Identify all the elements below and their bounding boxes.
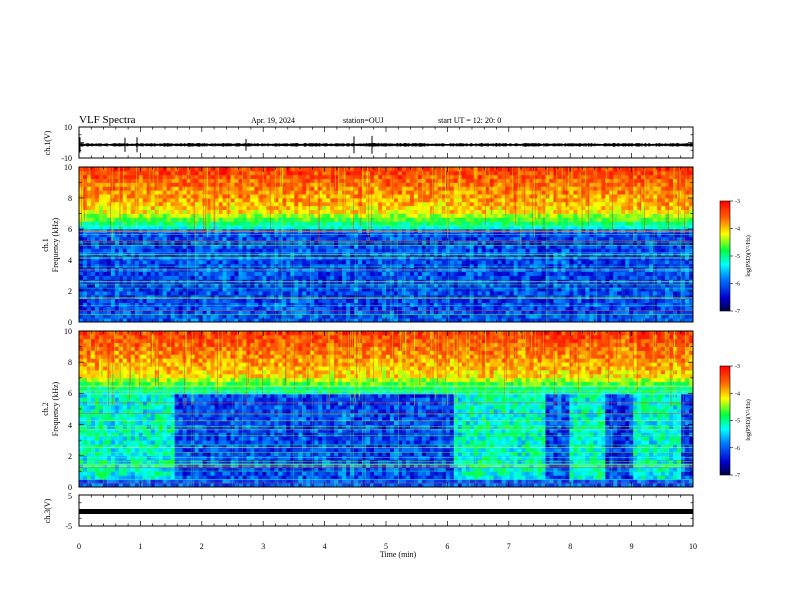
ch2-spectrogram-ylabel-ch: ch.2 [41,402,50,416]
start-time-label: start UT = 12: 20: 0 [438,116,501,125]
ch3-waveform-trace [79,509,693,514]
ch1-colorbar-gradient [719,200,731,312]
ch2-colorbar-ticks: -3 -4 -5 -6 -7 [730,364,740,479]
ch1-ylabel: ch.1(V) [43,130,52,155]
ch1-colorbar-label: log(PSD)(V²/Hz) [745,235,752,276]
time-tick-label: 1 [138,542,142,551]
ch3-waveform-panel: 5 -5 ch.3(V) 0 1 2 3 4 5 6 7 8 9 10 Time (min) [43,492,697,559]
time-tick-label: 0 [77,542,81,551]
ch1-freq-tick-10: 10 [64,163,72,172]
ch2-spectrogram-ticks [78,330,694,488]
ch3-waveform-ticks [78,494,694,527]
colorbar-tick-label: -3 [735,364,740,370]
ch1-spectrogram-panel: 10 8 6 4 2 0 ch.1 Frequency (kHz) [41,163,694,327]
time-tick-label: 6 [445,542,449,551]
time-tick-label: 8 [568,542,572,551]
figure-title: VLF Spectra [79,114,136,126]
ch3-ylabel: ch.3(V) [43,498,52,523]
ch1-waveform-line [78,135,694,154]
ch1-waveform-panel: 10 -10 ch.1(V) [43,123,694,163]
ch1-spectrogram-ticks [78,166,694,323]
ch1-spectrogram-yticklabels: 10 8 6 4 2 0 [64,163,72,327]
time-axis-label: Time (min) [380,550,417,559]
ch1-spectrogram-ylabel-freq: Frequency (kHz) [51,217,60,272]
ch2-freq-tick-2: 2 [68,452,72,461]
time-tick-label: 4 [323,542,327,551]
ch3-ytick-bottom: -5 [65,522,72,531]
ch2-freq-tick-8: 8 [68,358,72,367]
ch1-waveform-frame [78,126,694,159]
ch1-waveform-trace [78,135,694,154]
ch3-ytick-top: 5 [68,492,72,501]
colorbar-tick-label: -5 [735,419,740,425]
date-label: Apr. 19, 2024 [251,116,295,125]
ch2-freq-tick-0: 0 [68,483,72,492]
time-tick-label: 10 [689,542,697,551]
ch1-freq-tick-0: 0 [68,318,72,327]
ch1-freq-tick-8: 8 [68,194,72,203]
time-tick-label: 5 [384,542,388,551]
ch1-colorbar: -3 -4 -5 -6 -7 log(PSD)(V²/Hz) [719,199,752,315]
colorbar-tick-label: -3 [735,199,740,205]
ch2-freq-tick-6: 6 [68,389,72,398]
ch2-spectrogram-image [79,331,693,487]
colorbar-tick-label: -7 [735,473,740,479]
station-label: station=OUJ [343,116,384,125]
ch2-colorbar-gradient [719,365,731,476]
ch1-ytick-top: 10 [64,123,72,132]
ch2-colorbar-label: log(PSD)(V²/Hz) [745,399,752,440]
time-tick-label: 7 [507,542,511,551]
ch1-freq-tick-6: 6 [68,225,72,234]
colorbar-tick-label: -6 [735,446,740,452]
ch1-ytick-bottom: -10 [61,154,72,163]
ch1-spectrogram-ylabel-ch: ch.1 [41,238,50,252]
time-tick-label: 9 [630,542,634,551]
ch1-spectrogram-image [79,167,693,322]
ch1-freq-tick-2: 2 [68,287,72,296]
time-tick-label: 2 [200,542,204,551]
ch2-spectrogram-panel: 10 8 6 4 2 0 ch.2 Frequency (kHz) [41,327,694,492]
colorbar-tick-label: -6 [735,282,740,288]
ch2-freq-tick-10: 10 [64,327,72,336]
ch2-freq-tick-4: 4 [68,421,72,430]
ch1-freq-tick-4: 4 [68,256,72,265]
ch2-spectrogram-ylabel-freq: Frequency (kHz) [51,381,60,436]
ch2-colorbar: -3 -4 -5 -6 -7 log(PSD)(V²/Hz) [719,364,752,479]
time-tick-label: 3 [261,542,265,551]
colorbar-tick-label: -7 [735,309,740,315]
ch1-colorbar-ticks: -3 -4 -5 -6 -7 [730,199,740,315]
ch1-waveform-ticks [78,126,694,159]
time-axis-ticklabels: 0 1 2 3 4 5 6 7 8 9 10 [77,542,697,551]
colorbar-tick-label: -4 [735,391,740,397]
colorbar-tick-label: -5 [735,254,740,260]
colorbar-tick-label: -4 [735,227,740,233]
